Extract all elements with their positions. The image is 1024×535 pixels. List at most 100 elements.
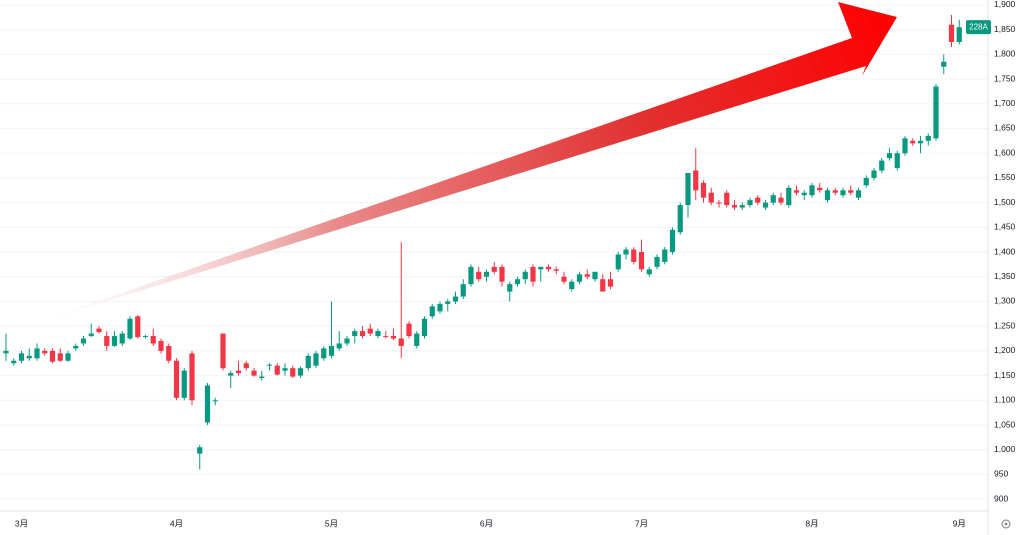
y-tick-label: 1,500: [994, 197, 1016, 207]
y-tick-label: 1,400: [994, 246, 1016, 256]
candle-body: [499, 266, 505, 282]
candle-body: [553, 269, 559, 271]
candle-body: [538, 266, 544, 270]
candle-body: [677, 205, 683, 233]
candle-body: [731, 205, 738, 208]
candle-body: [104, 336, 110, 346]
y-tick-label: 1,300: [994, 296, 1016, 306]
candle-body: [359, 331, 366, 337]
candle-body: [569, 281, 575, 290]
candle-body: [259, 376, 265, 379]
candle-body: [933, 86, 939, 139]
candle-body: [654, 256, 660, 267]
candles: [3, 14, 962, 470]
x-tick-label: 6月: [480, 518, 493, 528]
candle-body: [88, 333, 94, 337]
candle-body: [398, 338, 404, 346]
candle-body: [910, 140, 916, 144]
last-price-tag: [966, 20, 991, 35]
candle-body: [468, 266, 474, 285]
candle-body: [514, 279, 521, 285]
candle-body: [158, 340, 164, 351]
candle-body: [429, 306, 435, 317]
y-tick-label: 900: [994, 493, 1008, 503]
candle-body: [414, 333, 420, 346]
candle-body: [584, 274, 590, 277]
x-tick-label: 8月: [805, 518, 818, 528]
candle-body: [80, 338, 87, 344]
candle-body: [840, 190, 846, 196]
candle-body: [855, 190, 862, 198]
candle-body: [57, 353, 63, 361]
candle-body: [119, 333, 125, 344]
x-tick-label: 3月: [15, 518, 28, 528]
y-tick-label: 1,850: [994, 24, 1016, 34]
candle-body: [886, 153, 893, 159]
x-tick-label: 7月: [635, 518, 648, 528]
candle-body: [724, 192, 730, 206]
y-tick-label: 1,250: [994, 320, 1016, 330]
candle-body: [297, 368, 304, 376]
y-tick-label: 1,750: [994, 73, 1016, 83]
y-tick-label: 1,600: [994, 147, 1016, 157]
candle-body: [344, 338, 350, 344]
y-tick-label: 1,200: [994, 345, 1016, 355]
candle-body: [762, 202, 769, 208]
candle-body: [755, 197, 761, 203]
candle-body: [383, 336, 389, 338]
candle-body: [879, 160, 885, 171]
y-tick-label: 1,700: [994, 98, 1016, 108]
candle-body: [809, 185, 815, 196]
candle-body: [871, 170, 877, 178]
candle-body: [266, 364, 273, 366]
candle-body: [212, 400, 218, 402]
candle-body: [375, 331, 381, 337]
candle-body: [786, 187, 792, 206]
candle-body: [181, 370, 187, 398]
last-price-label: 228A: [969, 22, 988, 31]
candle-body: [941, 61, 947, 67]
candle-body: [491, 266, 497, 272]
candle-body: [770, 195, 776, 203]
candle-body: [251, 370, 257, 376]
candle-body: [111, 336, 118, 346]
candle-body: [220, 333, 226, 369]
candle-body: [476, 271, 482, 280]
candle-body: [708, 192, 714, 203]
candle-body: [282, 368, 288, 371]
y-tick-label: 1,350: [994, 271, 1016, 281]
candle-body: [34, 348, 40, 359]
candle-body: [11, 360, 17, 364]
candle-body: [631, 249, 637, 262]
y-tick-label: 1,900: [994, 0, 1016, 9]
candle-body: [739, 205, 745, 208]
candle-body: [902, 138, 908, 154]
candle-body: [96, 328, 102, 333]
candle-body: [445, 301, 451, 304]
candle-body: [406, 323, 412, 337]
grid-layer: [0, 4, 988, 500]
candle-body: [243, 363, 249, 369]
candle-body: [204, 385, 211, 423]
x-tick-label: 4月: [170, 518, 183, 528]
candle-body: [700, 182, 707, 198]
candle-body: [530, 266, 536, 282]
candle-body: [662, 249, 668, 262]
candle-body: [801, 192, 807, 196]
candle-body: [483, 271, 490, 277]
candle-body: [328, 345, 335, 356]
candle-body: [3, 350, 9, 354]
candle-body: [607, 279, 614, 287]
candle-body: [600, 279, 606, 292]
settings-icon[interactable]: [1001, 519, 1011, 529]
candle-body: [669, 229, 676, 253]
y-tick-label: 1,050: [994, 419, 1016, 429]
y-tick-label: 950: [994, 469, 1008, 479]
candle-body: [917, 140, 924, 144]
candle-body: [848, 190, 854, 193]
candle-body: [615, 254, 621, 270]
candle-body: [948, 24, 955, 43]
y-tick-label: 1,650: [994, 123, 1016, 133]
candle-body: [592, 271, 598, 280]
candle-body: [166, 345, 172, 361]
